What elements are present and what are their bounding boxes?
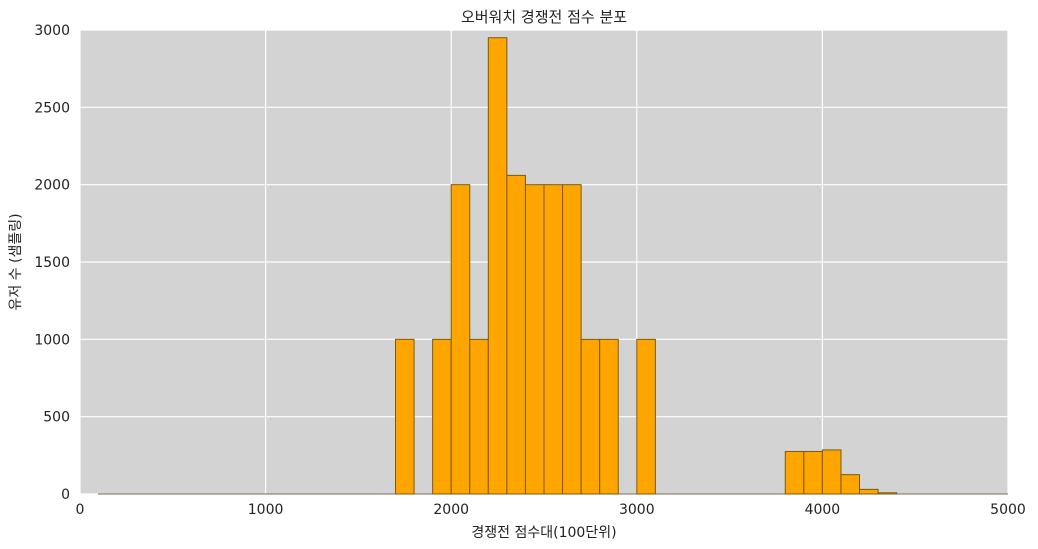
histogram-bar bbox=[450, 184, 471, 495]
histogram-bar bbox=[469, 338, 489, 495]
histogram-bar bbox=[487, 37, 508, 495]
chart-title: 오버워치 경쟁전 점수 분포 bbox=[461, 8, 627, 26]
y-tick-label: 500 bbox=[43, 410, 70, 426]
histogram-bar bbox=[599, 338, 619, 495]
x-tick-label: 5000 bbox=[990, 502, 1026, 518]
y-tick-labels: 0 500 1000 1500 2000 2500 3000 bbox=[34, 23, 70, 503]
histogram-bar bbox=[580, 338, 601, 495]
histogram-bar bbox=[803, 450, 823, 495]
x-tick-label: 0 bbox=[76, 502, 85, 518]
y-tick-label: 3000 bbox=[34, 23, 70, 39]
histogram-bar bbox=[395, 338, 415, 495]
y-axis-label: 유저 수 (샘플링) bbox=[8, 213, 24, 310]
bars-group bbox=[98, 37, 1008, 495]
histogram-bar bbox=[840, 474, 861, 495]
histogram-bar bbox=[821, 449, 842, 495]
x-tick-label: 4000 bbox=[805, 502, 841, 518]
x-tick-label: 3000 bbox=[619, 502, 655, 518]
histogram-bar bbox=[784, 450, 805, 495]
x-tick-label: 2000 bbox=[433, 502, 469, 518]
histogram-bar bbox=[877, 492, 898, 495]
y-tick-label: 2500 bbox=[34, 100, 70, 116]
y-tick-label: 2000 bbox=[34, 178, 70, 194]
histogram-bar bbox=[562, 184, 582, 495]
x-tick-labels: 0 1000 2000 3000 4000 5000 bbox=[76, 502, 1026, 518]
y-tick-label: 1500 bbox=[34, 255, 70, 271]
histogram-bar bbox=[543, 184, 564, 495]
y-tick-label: 1000 bbox=[34, 332, 70, 348]
histogram-bar bbox=[859, 488, 879, 495]
histogram-bar bbox=[524, 184, 545, 495]
histogram-bar bbox=[506, 174, 526, 495]
histogram-bar bbox=[432, 338, 452, 495]
x-tick-label: 1000 bbox=[248, 502, 284, 518]
histogram-bar bbox=[636, 338, 656, 495]
x-axis-label: 경쟁전 점수대(100단위) bbox=[471, 525, 616, 541]
y-tick-label: 0 bbox=[61, 487, 70, 503]
